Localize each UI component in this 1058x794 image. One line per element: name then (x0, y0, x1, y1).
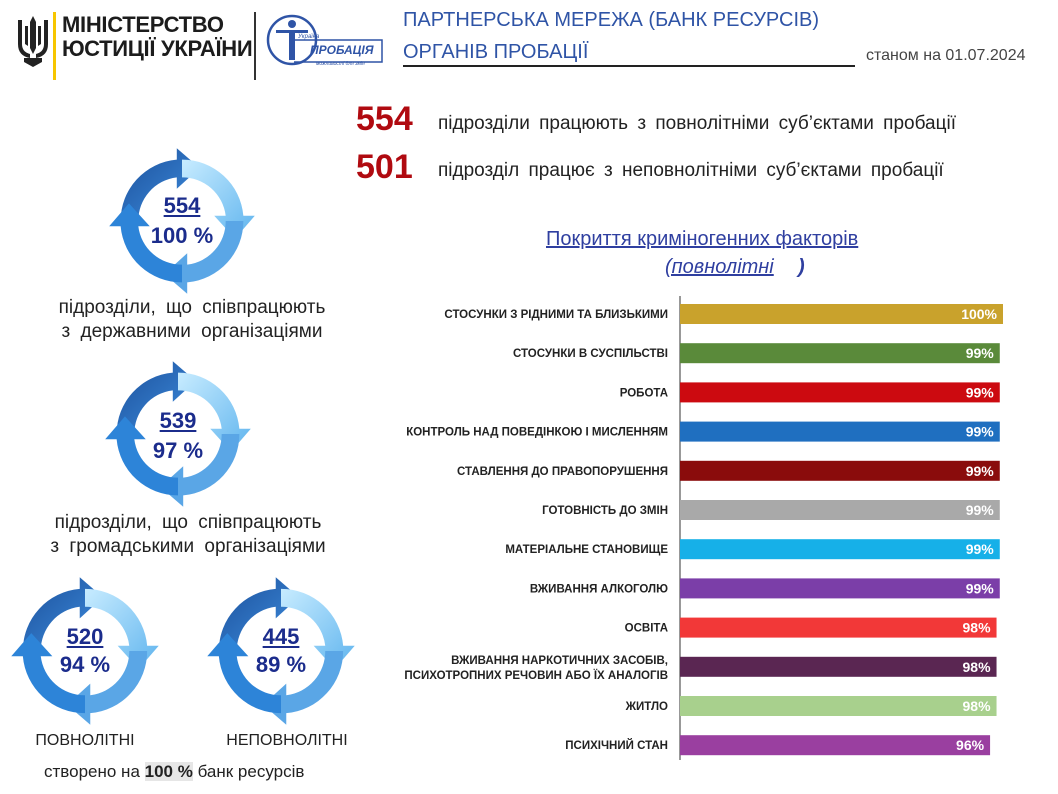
category-label: КОНТРОЛЬ НАД ПОВЕДІНКОЮ І МИСЛЕННЯМ (406, 427, 668, 439)
bar (680, 578, 1000, 599)
cycle-number: 520 (66, 624, 104, 649)
stat-number: 501 (356, 148, 413, 186)
category-label: СТАВЛЕННЯ ДО ПРАВОПОРУШЕННЯ (457, 466, 668, 478)
category-label: РОБОТА (620, 387, 668, 399)
logo-top-text: Україна (297, 34, 320, 40)
bar-value-label: 99% (966, 345, 995, 361)
cycle-caption: ПОВНОЛІТНІ (35, 732, 135, 749)
page-title: ОРГАНІВ ПРОБАЦІЇ (403, 41, 589, 63)
bar (680, 696, 997, 716)
cycle-caption: підрозділи, що співпрацюють (58, 297, 326, 318)
ministry-name: ЮСТИЦІЇ УКРАЇНИ (62, 36, 253, 61)
cycle-number: 554 (163, 193, 201, 218)
bar-value-label: 96% (956, 737, 985, 753)
footer-percent: 100 % (144, 762, 193, 781)
footer-text: банк ресурсів (197, 762, 305, 781)
page-title: ПАРТНЕРСЬКА МЕРЕЖА (БАНК РЕСУРСІВ) (403, 9, 820, 31)
probation-logo-icon: Україна ПРОБАЦІЯ можливості для змін (266, 14, 383, 67)
bar (680, 656, 997, 677)
trident-emblem-icon (18, 16, 48, 67)
bar-value-label: 99% (966, 541, 995, 557)
bar (680, 539, 1000, 560)
cycle-caption: з громадськими організаціями (50, 536, 326, 557)
flag-stripe (53, 12, 56, 80)
bar-value-label: 99% (966, 384, 995, 400)
bar (680, 460, 1000, 481)
bar-value-label: 99% (966, 424, 995, 440)
bar-value-label: 98% (963, 620, 992, 636)
logo-bottom-text: можливості для змін (316, 61, 365, 67)
footer-note: створено на 100 % банк ресурсів (44, 762, 304, 782)
logo-main-text: ПРОБАЦІЯ (310, 43, 374, 57)
title-underline (403, 65, 855, 67)
cycle-number: 445 (262, 624, 300, 649)
cycle-diagram-minors: 445 89 % (202, 572, 360, 730)
bar-value-label: 98% (963, 659, 992, 675)
cycle-percent: 97 % (152, 438, 204, 463)
chart-subtitle-suffix: ) (798, 256, 805, 278)
stat-number: 554 (356, 100, 413, 138)
category-label: ОСВІТА (625, 623, 668, 635)
category-label: СТОСУНКИ В СУСПІЛЬСТВІ (513, 348, 668, 360)
bar-value-label: 99% (966, 463, 995, 479)
bar (680, 500, 1000, 520)
category-label: МАТЕРІАЛЬНЕ СТАНОВИЩЕ (505, 544, 668, 556)
ministry-name: МІНІСТЕРСТВО (62, 12, 224, 37)
bar (680, 617, 997, 638)
bar (680, 382, 1000, 403)
cycle-caption: підрозділи, що співпрацюють (54, 512, 322, 533)
bar-value-label: 98% (963, 698, 992, 714)
cycle-percent: 100 % (150, 223, 214, 248)
cycle-diagram-state: 554 100 % (104, 143, 260, 299)
cycle-diagram-public: 539 97 % (100, 356, 256, 512)
chart-title: Покриття криміногенних факторів (546, 228, 859, 250)
stat-text: підрозділи працюють з повнолітніми суб’є… (438, 113, 956, 134)
stat-text: підрозділ працює з неповнолітніми суб’єк… (438, 160, 944, 181)
category-label: ВЖИВАННЯ НАРКОТИЧНИХ ЗАСОБІВ, ПСИХОТРОПНИ… (404, 655, 668, 682)
bar-value-label: 99% (966, 580, 995, 596)
bar (680, 735, 991, 756)
bar (680, 343, 1000, 364)
bar (680, 304, 1003, 324)
category-label: ГОТОВНІСТЬ ДО ЗМІН (542, 505, 668, 517)
cycle-percent: 94 % (59, 652, 111, 677)
bar-value-label: 100% (961, 306, 997, 322)
cycle-caption: НЕПОВНОЛІТНІ (226, 732, 348, 749)
header-divider (254, 12, 256, 80)
bar-value-label: 99% (966, 502, 995, 518)
as-of-date: станом на 01.07.2024 (866, 47, 1026, 64)
chart-subtitle: (повнолітні (665, 256, 774, 278)
category-label: СТОСУНКИ З РІДНИМИ ТА БЛИЗЬКИМИ (444, 309, 668, 321)
category-label: ПСИХІЧНИЙ СТАН (565, 739, 668, 752)
footer-text: створено на (44, 762, 140, 781)
cycle-caption: з державними організаціями (61, 321, 323, 342)
category-label: ВЖИВАННЯ АЛКОГОЛЮ (530, 583, 668, 595)
cycle-number: 539 (159, 408, 197, 433)
cycle-percent: 89 % (255, 652, 307, 677)
bar (680, 421, 1000, 442)
cycle-diagram-adults: 520 94 % (6, 572, 164, 730)
category-label: ЖИТЛО (625, 701, 668, 713)
